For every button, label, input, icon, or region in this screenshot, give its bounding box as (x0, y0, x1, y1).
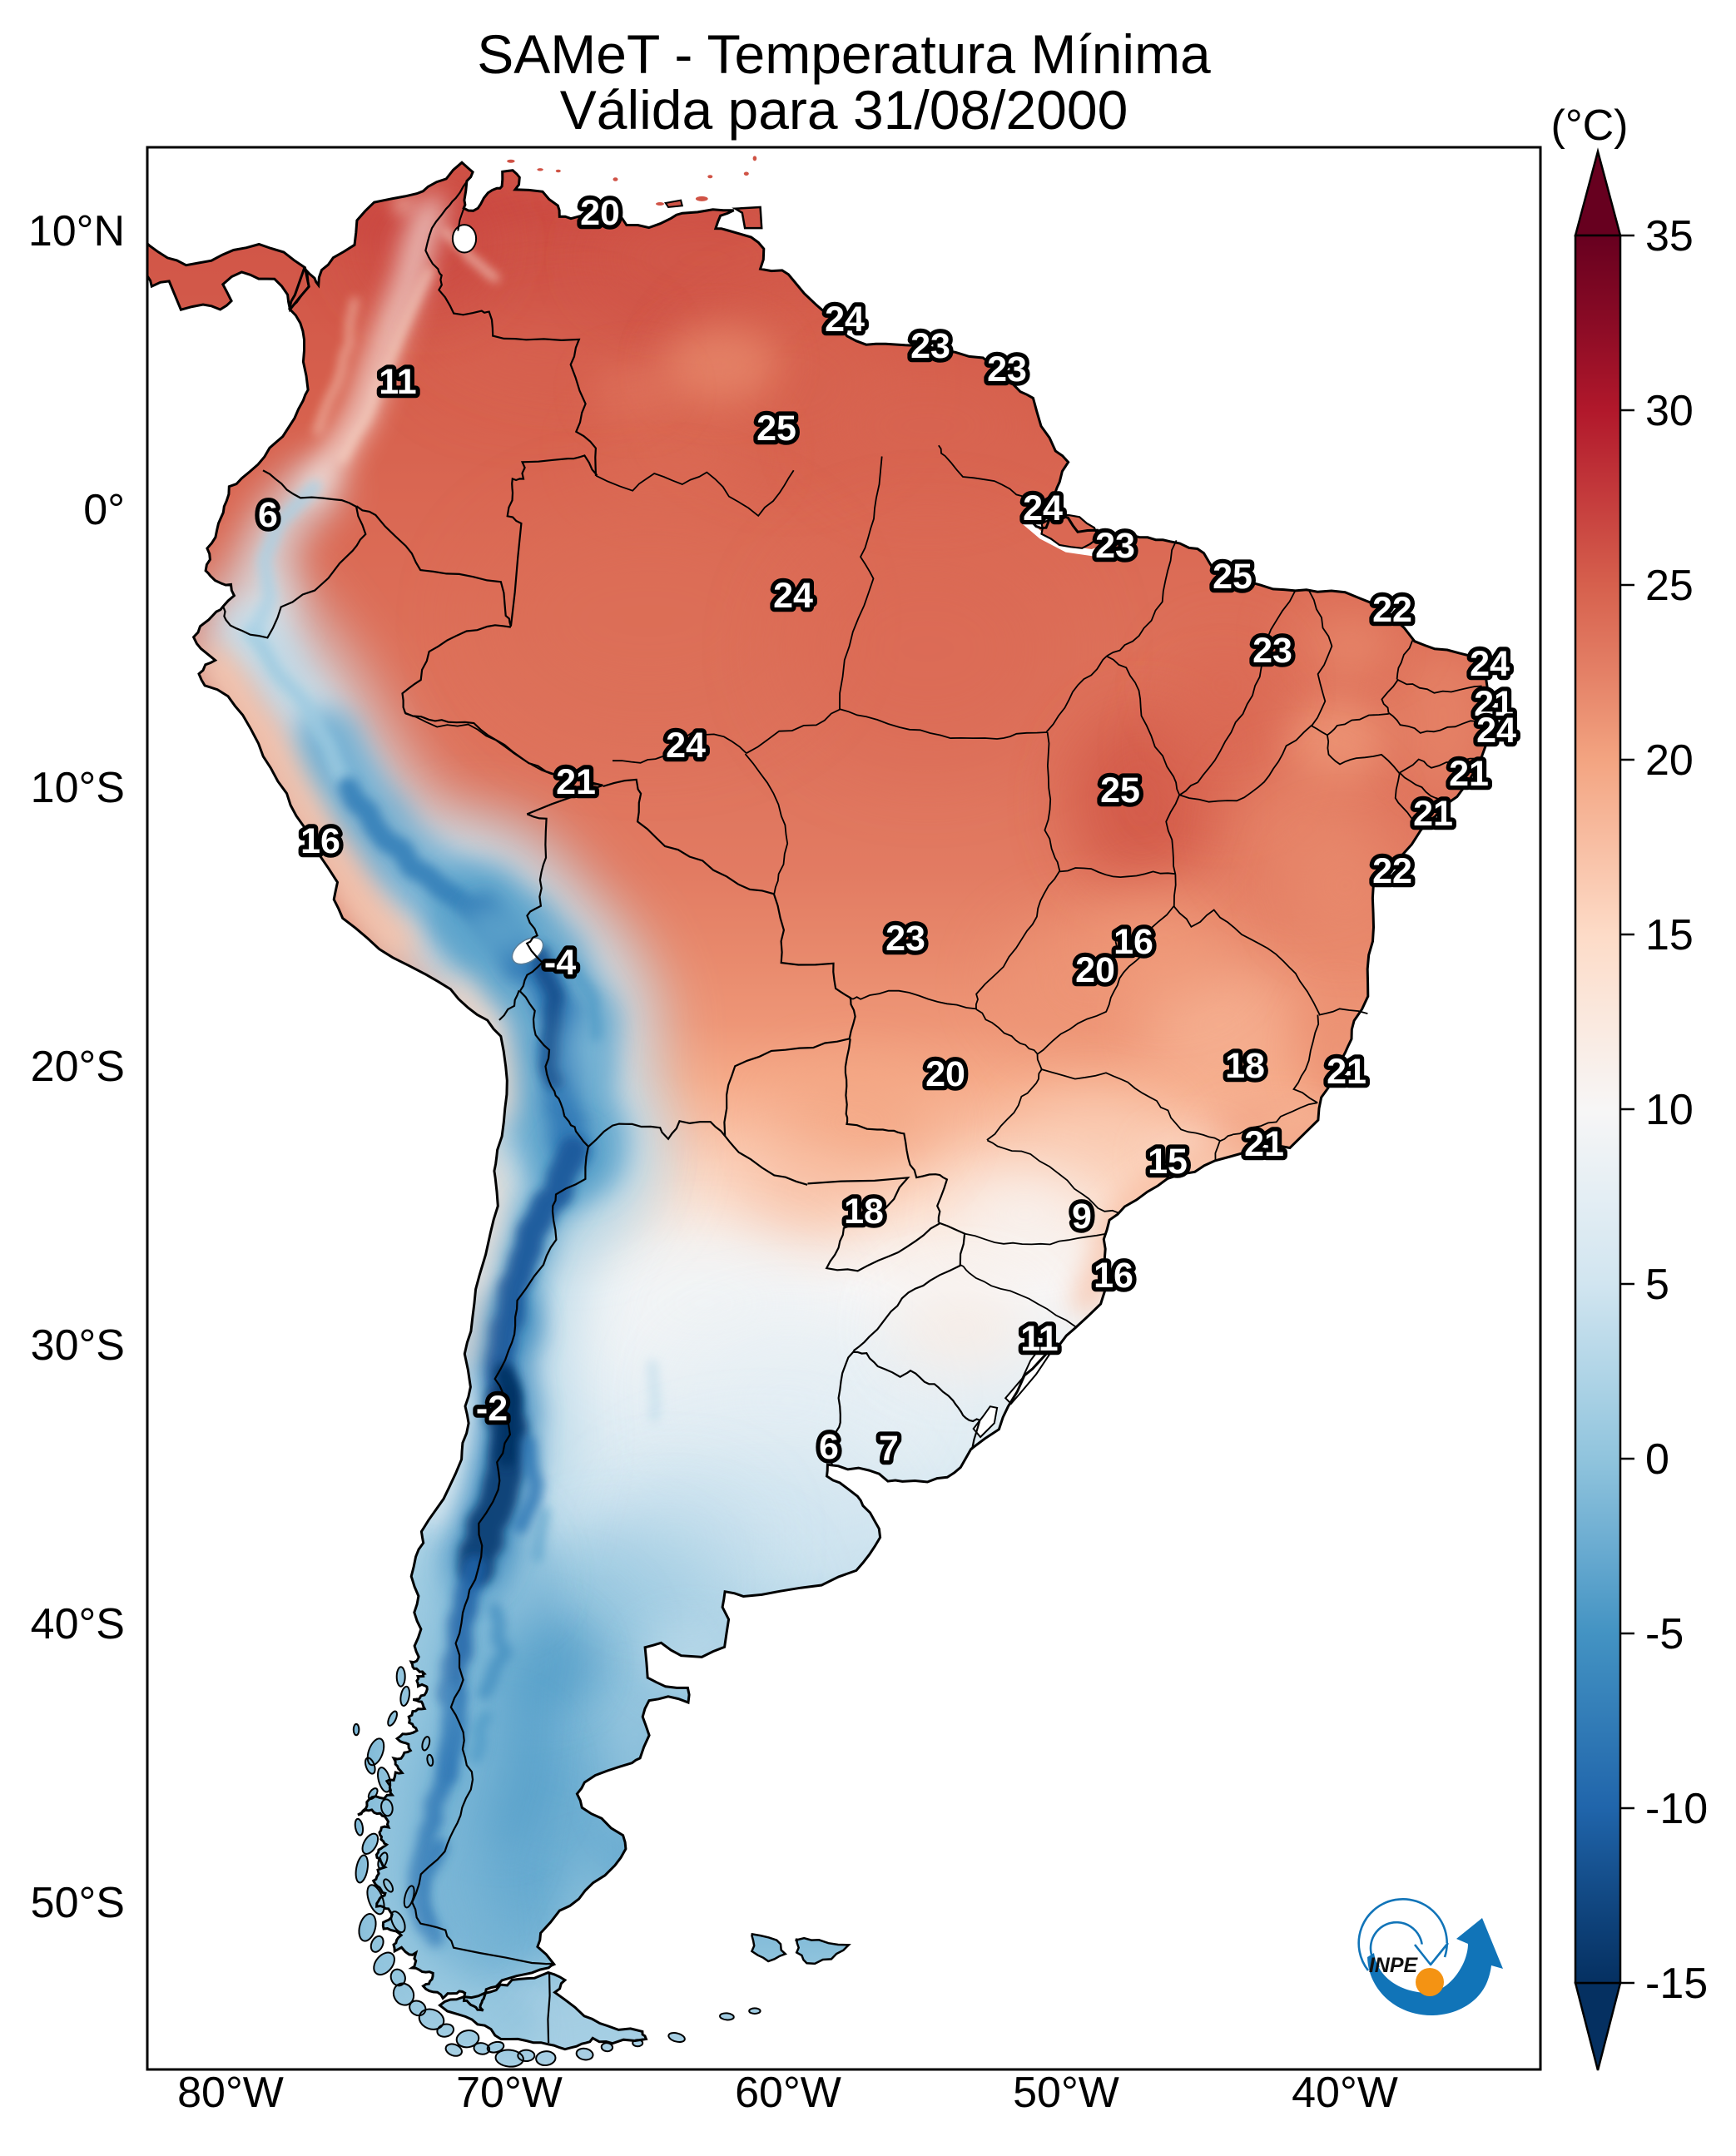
svg-text:20: 20 (925, 1054, 965, 1094)
svg-text:70°W: 70°W (456, 2069, 563, 2117)
svg-text:24: 24 (773, 576, 813, 616)
svg-text:6: 6 (258, 495, 278, 535)
svg-text:24: 24 (1470, 644, 1510, 684)
svg-text:SAMeT - Temperatura Mínima: SAMeT - Temperatura Mínima (477, 23, 1211, 85)
svg-text:24: 24 (1476, 711, 1516, 751)
svg-text:10: 10 (1645, 1086, 1694, 1134)
svg-text:25: 25 (756, 409, 796, 449)
svg-text:23: 23 (1252, 631, 1292, 671)
svg-text:0°: 0° (83, 486, 125, 534)
svg-text:16: 16 (300, 821, 340, 861)
svg-text:0: 0 (1645, 1435, 1669, 1484)
svg-text:16: 16 (1114, 922, 1153, 962)
svg-text:21: 21 (1449, 754, 1489, 794)
svg-text:10°N: 10°N (28, 207, 125, 255)
svg-text:9: 9 (1072, 1197, 1092, 1237)
svg-text:INPE: INPE (1369, 1954, 1419, 1977)
svg-text:11: 11 (1020, 1319, 1058, 1359)
svg-text:-2: -2 (476, 1389, 508, 1429)
svg-text:30°S: 30°S (31, 1321, 125, 1370)
svg-text:-4: -4 (544, 943, 576, 983)
svg-text:5: 5 (1645, 1261, 1669, 1309)
svg-text:16: 16 (1094, 1256, 1133, 1296)
svg-text:(°C): (°C) (1551, 102, 1629, 150)
svg-text:18: 18 (844, 1192, 884, 1232)
svg-text:23: 23 (1095, 526, 1135, 566)
svg-text:-5: -5 (1645, 1610, 1684, 1658)
svg-text:35: 35 (1645, 212, 1694, 260)
svg-text:20°S: 20°S (31, 1043, 125, 1091)
svg-text:Válida para 31/08/2000: Válida para 31/08/2000 (560, 79, 1128, 141)
svg-text:10°S: 10°S (31, 764, 125, 812)
svg-text:25: 25 (1100, 771, 1140, 810)
svg-text:15: 15 (1645, 911, 1694, 959)
svg-text:22: 22 (1372, 590, 1412, 630)
svg-text:80°W: 80°W (177, 2069, 284, 2117)
svg-text:-15: -15 (1645, 1960, 1708, 2008)
svg-text:22: 22 (1372, 851, 1412, 891)
svg-text:24: 24 (1023, 488, 1063, 528)
svg-text:20: 20 (580, 193, 620, 233)
svg-text:25: 25 (1645, 562, 1694, 610)
svg-text:24: 24 (666, 726, 706, 766)
svg-text:24: 24 (825, 300, 865, 340)
svg-text:21: 21 (1327, 1052, 1366, 1092)
svg-text:50°W: 50°W (1013, 2069, 1119, 2117)
svg-text:21: 21 (1244, 1124, 1284, 1164)
svg-text:6: 6 (819, 1427, 839, 1467)
svg-text:23: 23 (885, 919, 925, 959)
svg-text:30: 30 (1645, 387, 1694, 435)
svg-text:21: 21 (1474, 684, 1514, 724)
svg-text:23: 23 (987, 349, 1027, 389)
svg-text:21: 21 (556, 762, 596, 802)
svg-text:21: 21 (1413, 794, 1453, 834)
svg-text:40°S: 40°S (31, 1600, 125, 1648)
svg-text:25: 25 (1213, 557, 1252, 597)
svg-text:20: 20 (1075, 950, 1115, 990)
svg-text:7: 7 (879, 1429, 899, 1469)
svg-text:-10: -10 (1645, 1785, 1708, 1833)
svg-text:23: 23 (910, 326, 950, 366)
svg-text:40°W: 40°W (1292, 2069, 1398, 2117)
svg-text:11: 11 (379, 362, 416, 402)
svg-text:15: 15 (1148, 1142, 1188, 1182)
svg-text:18: 18 (1225, 1046, 1265, 1086)
svg-text:20: 20 (1645, 736, 1694, 785)
svg-text:60°W: 60°W (735, 2069, 841, 2117)
svg-text:50°S: 50°S (31, 1879, 125, 1927)
